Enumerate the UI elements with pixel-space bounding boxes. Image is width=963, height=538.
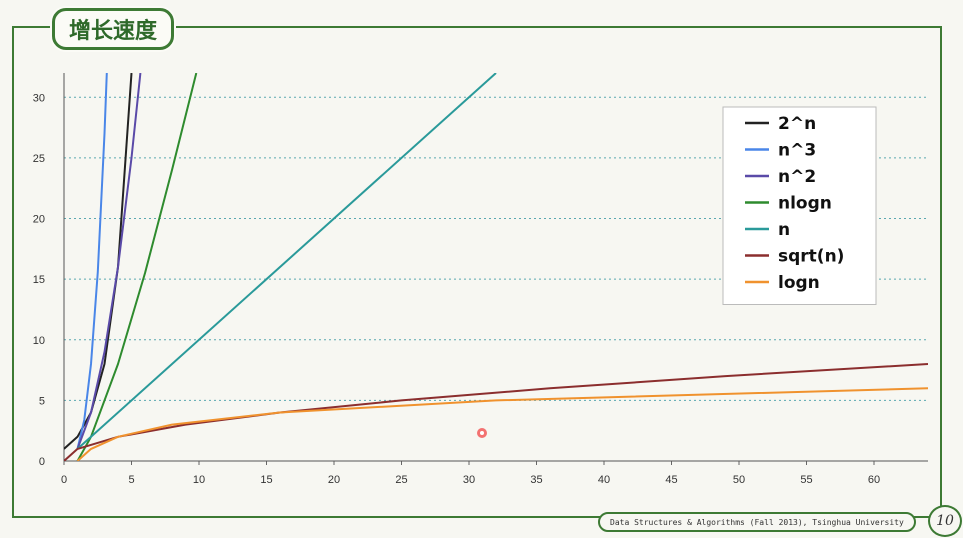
- y-tick-label: 25: [33, 153, 45, 165]
- footer-course-label: Data Structures & Algorithms (Fall 2013)…: [598, 512, 916, 532]
- x-tick-label: 5: [128, 474, 134, 486]
- series-line-nlogn: [76, 73, 198, 461]
- y-tick-label: 15: [33, 274, 45, 286]
- legend-label-n-pow-3: n^3: [778, 141, 816, 161]
- y-tick-label: 30: [33, 92, 45, 104]
- series-lines: [64, 73, 928, 461]
- slide-title: 增长速度: [52, 8, 175, 50]
- pointer-dot-center: [480, 431, 484, 435]
- y-tick-label: 0: [39, 456, 45, 468]
- legend-label-nlogn: nlogn: [778, 194, 832, 214]
- legend-label-logn: logn: [778, 273, 820, 293]
- x-tick-label: 40: [598, 474, 610, 486]
- series-line-n: [76, 73, 497, 450]
- x-tick-label: 25: [395, 474, 407, 486]
- x-tick-label: 35: [530, 474, 542, 486]
- x-tick-label: 0: [61, 474, 67, 486]
- tick-labels: 0 5 10 15 20 25 30 0 5 10 15 20 25 30 35 40 45 50 55 60: [33, 92, 880, 486]
- series-line-logn: [76, 387, 928, 461]
- legend-label-sqrt-n: sqrt(n): [778, 247, 844, 267]
- page-number: 10: [928, 505, 962, 537]
- x-tick-label: 55: [800, 474, 812, 486]
- chart-legend: 2^n n^3 n^2 nlogn n sqrt(n) logn: [722, 106, 877, 305]
- series-line-sqrt-n: [64, 363, 928, 461]
- x-tick-label: 50: [733, 474, 745, 486]
- x-tick-label: 60: [868, 474, 880, 486]
- legend-label-2-pow-n: 2^n: [778, 114, 816, 134]
- x-tick-label: 20: [328, 474, 340, 486]
- legend-label-n: n: [778, 220, 790, 240]
- series-line-2-pow-n: [64, 73, 133, 450]
- legend-label-n-pow-2: n^2: [778, 167, 816, 187]
- series-line-n-pow-3: [76, 73, 108, 450]
- y-tick-label: 20: [33, 214, 45, 226]
- slide-frame: [12, 26, 942, 518]
- x-tick-label: 10: [193, 474, 205, 486]
- y-tick-label: 5: [39, 395, 45, 407]
- y-tick-label: 10: [33, 335, 45, 347]
- x-tick-label: 45: [665, 474, 677, 486]
- chart-axes: [63, 73, 928, 465]
- x-tick-label: 30: [463, 474, 475, 486]
- legend-box: [722, 106, 877, 305]
- x-tick-label: 15: [260, 474, 272, 486]
- series-line-n-pow-2: [76, 73, 142, 450]
